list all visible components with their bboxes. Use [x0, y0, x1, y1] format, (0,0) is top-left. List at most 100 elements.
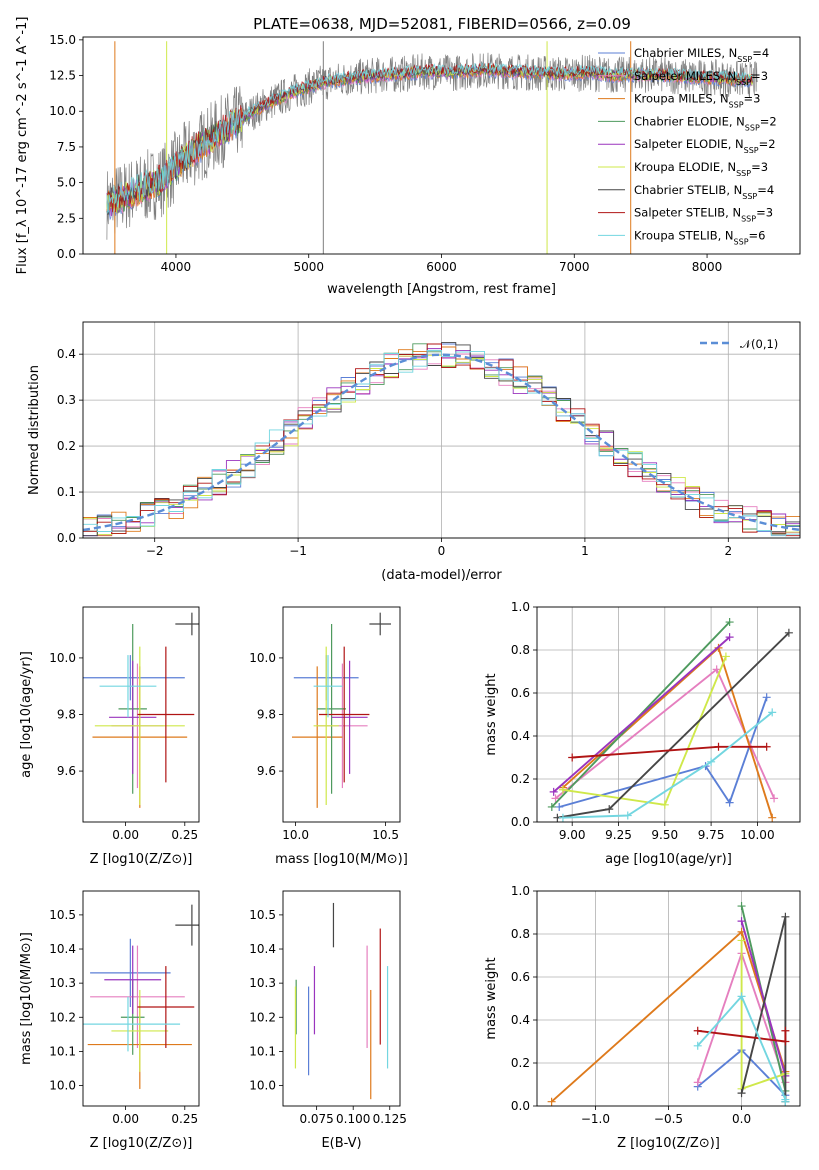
series-marker [725, 618, 734, 627]
legend-label-salpeter-elodie: Salpeter ELODIE, NSSP=2 [634, 137, 776, 155]
y-tick-label: 0.8 [511, 643, 530, 657]
y-tick-label: 0.3 [57, 393, 76, 407]
ticks: 10.0 10.5 9.6 9.8 10.0 [249, 651, 399, 842]
x-tick-label: 9.75 [698, 828, 725, 842]
series-line [557, 632, 790, 819]
legend-subscript: SSP [737, 55, 752, 64]
x-tick-label: 10.5 [372, 828, 399, 842]
y-tick-label: 0.1 [57, 485, 76, 499]
y-tick-label: 5.0 [57, 176, 76, 190]
y-tick-label: 2.5 [57, 211, 76, 225]
x-tick-label: 4000 [161, 260, 192, 274]
error-bars [83, 904, 199, 1089]
y-tick-label: 0.2 [511, 772, 530, 786]
x-tick-label: 9.50 [651, 828, 678, 842]
legend-label-salpeter-miles: Salpeter MILES, NSSP=3 [634, 69, 768, 87]
plots-layer: 4000 5000 6000 7000 80000.02.55.07.510.012.5… [15, 17, 801, 1151]
weight-lines [547, 618, 793, 822]
x-tick-label: 7000 [559, 260, 590, 274]
legend-subscript: SSP [736, 77, 751, 86]
legend-value: =4 [752, 46, 769, 60]
errorbar-chabrier-miles [83, 655, 185, 701]
x-axis-label: Z [log10(Z/Z⊙)] [90, 852, 193, 867]
y-tick-label: 10.3 [249, 976, 276, 990]
x-axis-label: Z [log10(Z/Z⊙)] [617, 1136, 720, 1151]
panel-2: −2 −1 0 1 2 0.0 0.1 0.2 0.3 0.4 (data-model)/error… [27, 321, 801, 583]
series-marker [623, 811, 632, 820]
panel-3: 0.00 0.25 9.6 9.8 10.0 Z [log10(Z/Z⊙)] age [lo… [19, 606, 200, 867]
panel-4: 10.0 10.5 9.6 9.8 10.0 mass [log10(M/M⊙)] [249, 606, 408, 867]
x-tick-label: −1.0 [581, 1112, 610, 1126]
legend-label-normal: 𝒩(0,1) [740, 337, 778, 351]
x-tick-label: 1 [581, 544, 589, 558]
x-tick-label: 10.0 [282, 828, 309, 842]
x-axis-label: Z [log10(Z/Z⊙)] [90, 1136, 193, 1151]
ticks: 0.00 0.25 10.0 10.1 10.2 10.3 10.4 10.5 [49, 908, 198, 1126]
series-marker [558, 785, 567, 794]
series-marker [784, 628, 793, 637]
x-tick-label: 0.0 [732, 1112, 751, 1126]
series-line [562, 646, 774, 818]
series-marker [721, 652, 730, 661]
y-tick-label: 1.0 [511, 884, 530, 898]
series-marker [781, 912, 790, 921]
y-axis-label: Normed distribution [27, 365, 42, 495]
series-marker [725, 798, 734, 807]
series-marker [768, 708, 777, 717]
panel-1: 4000 5000 6000 7000 8000 0.0 2.5 5.0 7.5 10.0 12.5… [15, 17, 801, 297]
x-axis-label: mass [log10(M/M⊙)] [275, 852, 408, 867]
series-marker [762, 693, 771, 702]
y-tick-label: 0.2 [511, 1056, 530, 1070]
x-tick-label: 6000 [426, 260, 457, 274]
series-marker [737, 1089, 746, 1098]
errorbar-chabrier-stelib [175, 904, 199, 946]
errorbar-salpeter-miles [90, 945, 185, 1048]
y-tick-label: 0.0 [511, 815, 530, 829]
legend-subscript: SSP [741, 214, 756, 223]
y-tick-label: 12.5 [49, 69, 76, 83]
y-axis-label: Flux [f_λ 10^-17 erg cm^-2 s^-1 A^-1] [15, 17, 30, 275]
axes-frame [82, 36, 801, 255]
y-axis-label: mass weight [484, 957, 499, 1039]
x-tick-label: 0.25 [171, 828, 198, 842]
legend-value: =3 [756, 206, 773, 220]
errorbar-salpeter-elodie [109, 660, 157, 774]
legend-subscript: SSP [744, 146, 759, 155]
panel-8: −1.0 −0.5 0.0 0.0 0.2 0.4 0.6 0.8 1.0 Z [log10(Z/… [484, 884, 801, 1151]
series-line [553, 636, 731, 793]
x-tick-label: 5000 [293, 260, 324, 274]
errorbar-salpeter-elodie [331, 660, 368, 774]
model-spectrum-kroupa-stelib [106, 62, 754, 214]
axes-frame [536, 890, 801, 1107]
y-tick-label: 10.4 [249, 942, 276, 956]
x-tick-label: 9.25 [605, 828, 632, 842]
y-tick-label: 0.6 [511, 686, 530, 700]
series-salpeter-stelib [568, 742, 771, 762]
y-tick-label: 10.1 [249, 1044, 276, 1058]
series-marker [714, 742, 723, 751]
x-tick-label: 8000 [692, 260, 723, 274]
legend-subscript: SSP [736, 169, 751, 178]
axes-frame [282, 606, 401, 823]
series-marker [781, 1026, 790, 1035]
y-tick-label: 9.8 [57, 708, 76, 722]
y-tick-label: 0.0 [57, 247, 76, 261]
series-line [562, 711, 773, 819]
y-tick-label: 0.0 [57, 531, 76, 545]
panel-6: 0.00 0.25 10.0 10.1 10.2 10.3 10.4 10.5 Z [log10… [19, 890, 200, 1151]
error-bars [83, 612, 199, 808]
x-axis-label: age [log10(age/yr)] [605, 852, 732, 867]
series-marker [712, 665, 721, 674]
legend-value: =3 [751, 69, 768, 83]
axes-frame [82, 606, 200, 823]
x-tick-label: −2 [146, 544, 164, 558]
error-bars [294, 902, 389, 1100]
series-line [740, 920, 787, 1077]
series-marker [707, 757, 716, 766]
errorbar-kroupa-stelib [83, 996, 181, 1052]
series-marker [737, 917, 746, 926]
histogram-salpeter-stelib [83, 343, 800, 537]
series-marker [693, 1026, 702, 1035]
series-marker [737, 992, 746, 1001]
